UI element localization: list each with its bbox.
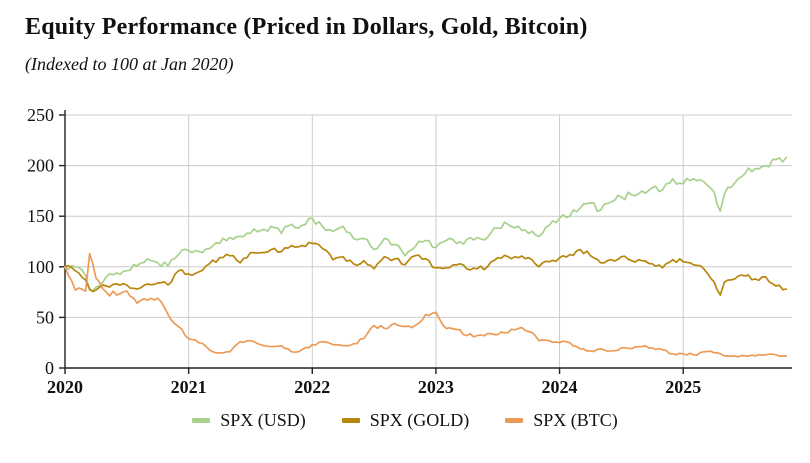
line-chart-plot: 0 50 100 150 200 250 2020 2021 2022 2023 2024 2025 — [27, 105, 792, 397]
series-line-spx-gold — [64, 241, 788, 296]
y-tick-label: 50 — [36, 307, 54, 327]
x-tick-label: 2020 — [47, 377, 83, 397]
legend-swatch-spx-gold — [341, 418, 360, 423]
y-tick-label: 200 — [27, 156, 54, 176]
x-tick-label: 2024 — [542, 377, 578, 397]
legend-item-spx-gold: SPX (GOLD) — [341, 410, 470, 431]
y-tick-label: 250 — [27, 105, 54, 125]
chart-subtitle: (Indexed to 100 at Jan 2020) — [25, 54, 234, 74]
axes — [59, 110, 792, 374]
y-tick-label: 0 — [45, 358, 54, 378]
y-tick-label: 150 — [27, 206, 54, 226]
legend-item-spx-btc: SPX (BTC) — [505, 410, 618, 431]
legend: SPX (USD) SPX (GOLD) SPX (BTC) — [0, 410, 810, 431]
legend-item-spx-usd: SPX (USD) — [192, 410, 306, 431]
tick-labels: 0 50 100 150 200 250 2020 2021 2022 2023 2024 2025 — [27, 105, 701, 397]
grid-lines — [64, 114, 792, 368]
legend-label-spx-btc: SPX (BTC) — [533, 410, 618, 430]
x-tick-label: 2023 — [418, 377, 454, 397]
legend-label-spx-usd: SPX (USD) — [220, 410, 306, 430]
x-tick-label: 2021 — [171, 377, 207, 397]
y-tick-label: 100 — [27, 257, 54, 277]
chart-title: Equity Performance (Priced in Dollars, G… — [25, 14, 588, 40]
x-tick-label: 2022 — [294, 377, 330, 397]
x-tick-label: 2025 — [665, 377, 701, 397]
legend-swatch-spx-btc — [505, 418, 524, 423]
legend-swatch-spx-usd — [192, 418, 211, 423]
series-line-spx-usd — [64, 156, 788, 292]
series-line-spx-btc — [64, 252, 788, 358]
legend-label-spx-gold: SPX (GOLD) — [369, 410, 470, 430]
